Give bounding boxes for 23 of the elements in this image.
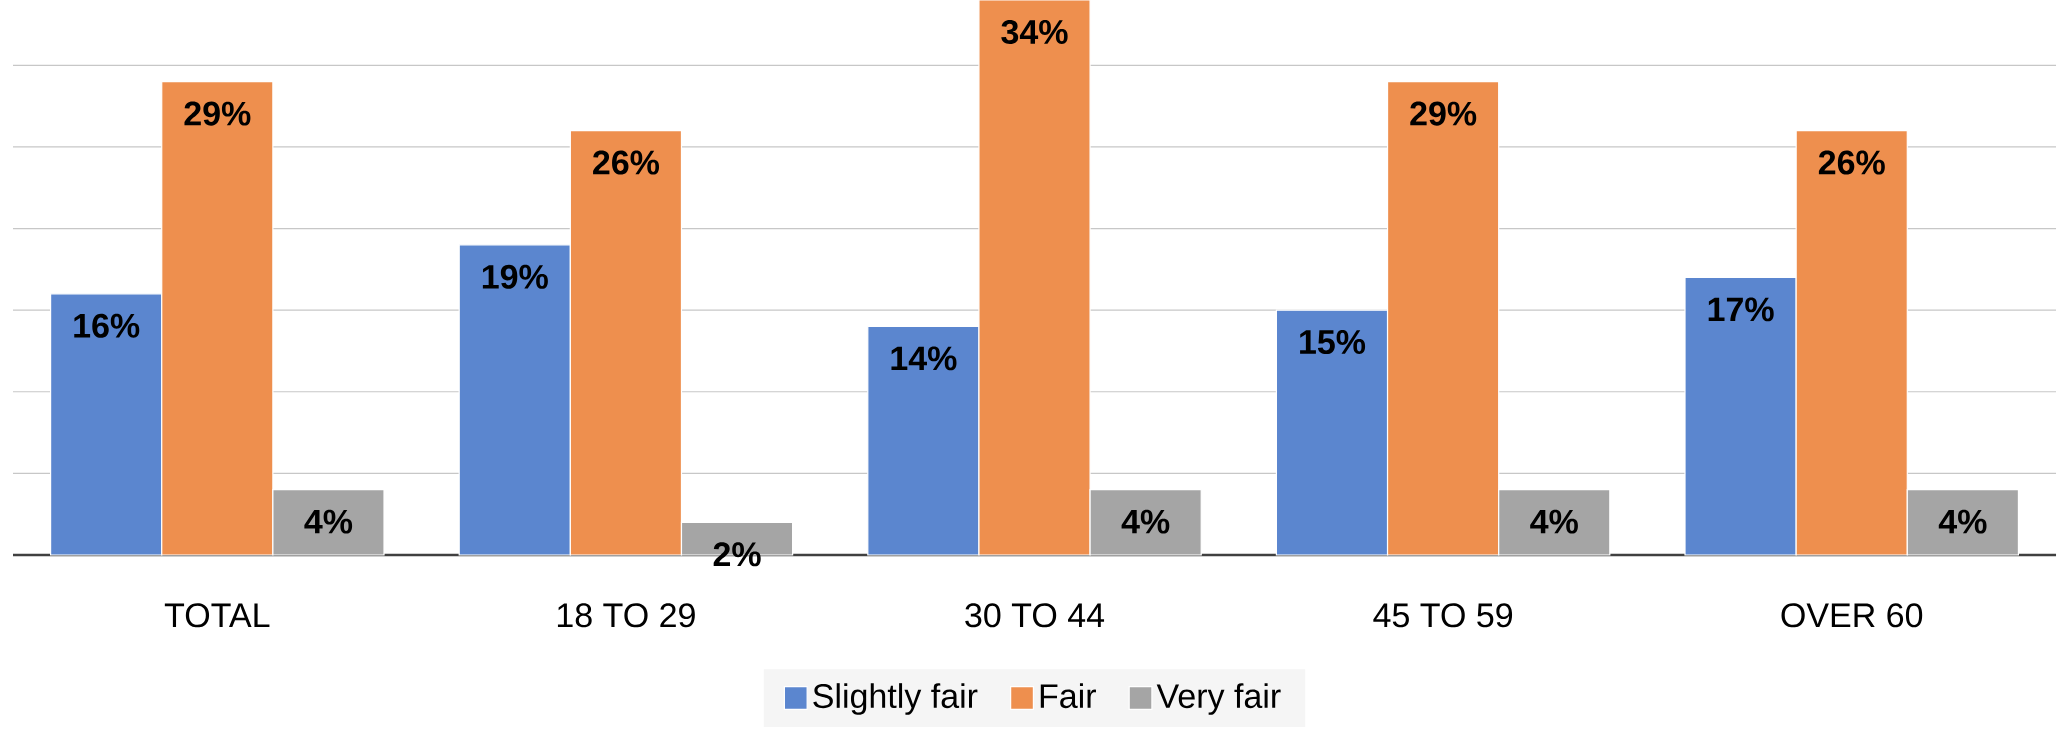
x-tick-label: TOTAL	[164, 603, 270, 628]
data-label: 29%	[1410, 101, 1477, 126]
data-label: 2%	[713, 542, 761, 567]
data-label: 16%	[74, 313, 140, 338]
data-label: 4%	[1530, 509, 1578, 534]
legend-label: Fair	[1040, 683, 1096, 709]
legend-label: Very fair	[1156, 683, 1281, 715]
data-label: 14%	[891, 346, 957, 371]
x-tick-label: 45 TO 59	[1373, 603, 1513, 628]
x-tick-label: OVER 60	[1781, 603, 1923, 628]
data-label: 26%	[593, 150, 660, 175]
data-label: 26%	[1818, 150, 1885, 175]
data-label: 34%	[1001, 19, 1068, 45]
data-label: 15%	[1300, 330, 1366, 355]
x-tick-label: 30 TO 44	[965, 603, 1105, 628]
data-label: 4%	[1938, 509, 1987, 534]
data-label: 4%	[1121, 509, 1170, 534]
legend-label: Slightly fair	[813, 683, 978, 715]
x-tick-label: 18 TO 29	[557, 603, 695, 628]
data-label: 29%	[184, 101, 251, 126]
data-label: 17%	[1708, 297, 1774, 322]
data-label: 19%	[482, 264, 548, 289]
data-label: 4%	[304, 509, 353, 534]
